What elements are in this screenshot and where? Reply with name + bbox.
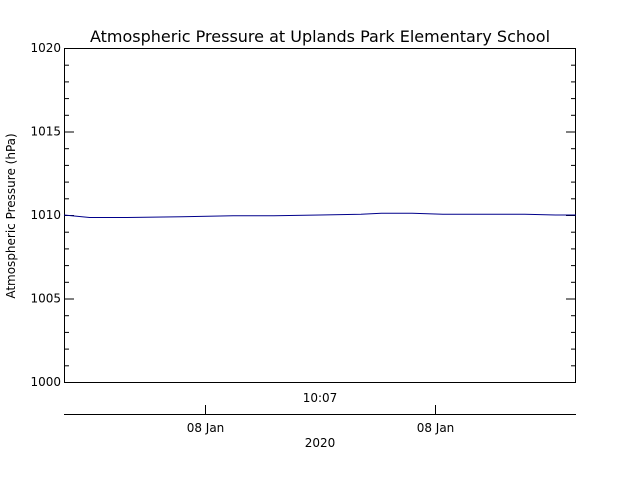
y-tick-label: 1000 [30, 375, 61, 389]
series-line [63, 212, 576, 218]
x-axis-label: 2020 [305, 436, 336, 450]
series-layer [63, 212, 576, 218]
x-tick-label: 08 Jan [187, 421, 225, 435]
chart-title: Atmospheric Pressure at Uplands Park Ele… [90, 27, 550, 46]
y-tick-label: 1005 [30, 292, 61, 306]
x-axis: 08 Jan 08 Jan [187, 405, 455, 435]
y-tick-label: 1010 [30, 208, 61, 222]
x-axis-time-label: 10:07 [303, 391, 338, 405]
x-tick-label: 08 Jan [417, 421, 455, 435]
y-tick-label: 1020 [30, 41, 61, 55]
y-tick-label: 1015 [30, 125, 61, 139]
y-axis-label: Atmospheric Pressure (hPa) [4, 133, 18, 298]
